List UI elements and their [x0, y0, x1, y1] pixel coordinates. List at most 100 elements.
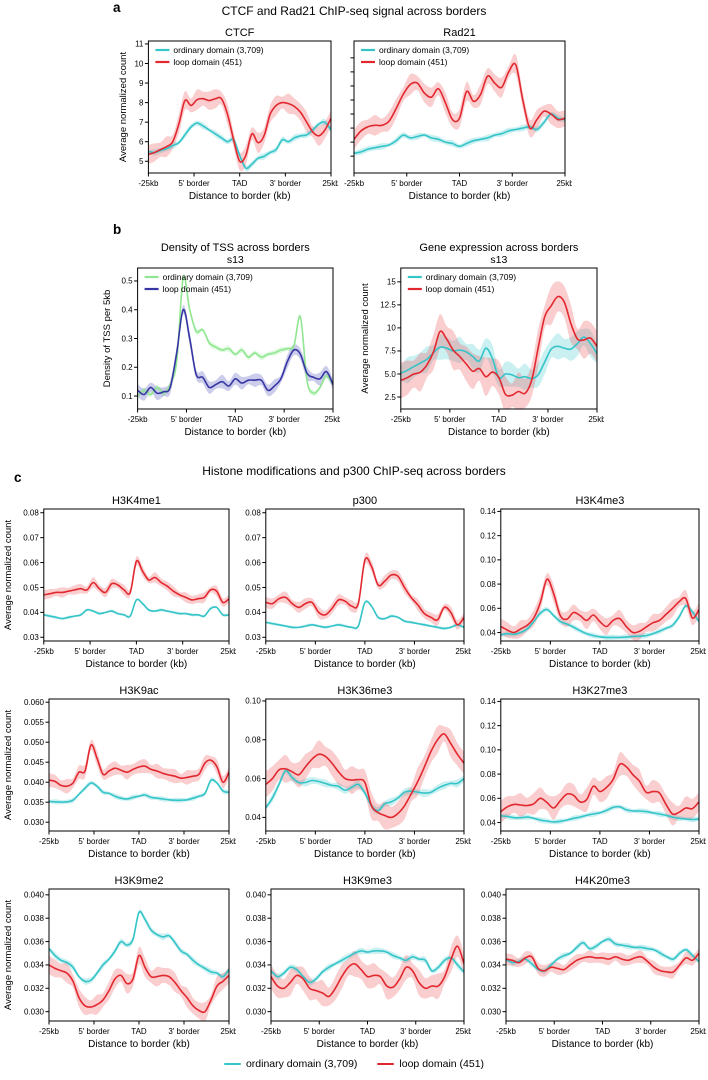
svg-text:0.03: 0.03: [23, 633, 39, 642]
y-axis-label: Average normalized count: [3, 900, 14, 1011]
svg-text:25kb: 25kb: [690, 837, 706, 846]
chart-svg: -25kb 5' border TAD 3' border 25kb Distance t…: [344, 27, 574, 202]
y-axis: 0.03 0.04 0.05 0.06 0.07 0.08: [245, 509, 266, 642]
x-axis: -25kb 5' border TAD 3' border 25kb: [344, 173, 574, 188]
svg-text:-25kb: -25kb: [256, 837, 277, 846]
svg-text:-25kb: -25kb: [138, 179, 159, 188]
svg-text:25kb: 25kb: [324, 415, 340, 424]
confidence-band: [506, 936, 699, 974]
plot-area: [43, 555, 229, 620]
y-axis: 5 6 7 8 9 10 11: [134, 40, 149, 166]
y-axis-label: Average normalized count: [118, 52, 129, 163]
series-line: [43, 559, 229, 604]
svg-text:0.036: 0.036: [246, 937, 267, 946]
svg-text:TAD: TAD: [228, 415, 244, 424]
x-axis: -25kb 5' border TAD 3' border 25kb: [39, 831, 238, 846]
x-axis-label: Distance to border (kb): [552, 1039, 654, 1050]
chart-legend: ordinary domain (3,709) loop domain (451): [155, 45, 264, 67]
svg-text:0.035: 0.035: [24, 798, 45, 807]
chart-ctcf: 5 6 7 8 9 10 11 -25kb 5' border TAD 3' border 25kb D…: [116, 24, 340, 210]
svg-text:5' border: 5' border: [178, 179, 210, 188]
svg-text:3' border: 3' border: [400, 1027, 432, 1036]
y-axis-label: Density of TSS per 5kb: [102, 290, 113, 388]
plot-area: [49, 739, 229, 805]
confidence-band: [506, 948, 699, 979]
svg-text:TAD: TAD: [491, 415, 507, 424]
x-axis: -25kb 5' border TAD 3' border 25kb: [39, 1021, 238, 1036]
series-line: [148, 96, 332, 163]
series-line: [506, 952, 699, 974]
svg-text:0.040: 0.040: [24, 891, 45, 900]
chart-svg: 0.030 0.032 0.034 0.036 0.038 0.040 -25kb 5' bo…: [246, 875, 473, 1050]
series-line: [49, 778, 229, 804]
svg-text:0.10: 0.10: [480, 556, 496, 565]
svg-text:25kb: 25kb: [220, 1027, 236, 1036]
svg-text:12.5: 12.5: [380, 301, 396, 310]
chart-legend: ordinary domain (3,709) loop domain (451): [144, 272, 253, 294]
series-line: [148, 121, 332, 170]
svg-text:TAD: TAD: [595, 1027, 611, 1036]
y-axis-label: Average normalized count: [3, 710, 14, 821]
chart-rad21: -25kb 5' border TAD 3' border 25kb Distance t…: [344, 24, 574, 210]
plot-area: [500, 573, 699, 641]
y-axis: 0.030 0.035 0.040 0.045 0.050 0.055 0.060: [24, 698, 49, 827]
chart-title: H3K4me3: [575, 495, 624, 507]
chart-svg: 0.1 0.2 0.3 0.4 0.5 -25kb 5' border TAD 3' borde…: [102, 242, 342, 438]
chart-h3k4me3: 0.04 0.06 0.08 0.10 0.12 0.14 -25kb 5' border TA…: [471, 492, 708, 678]
series-line: [271, 945, 464, 998]
chart-h3k9me3: 0.030 0.032 0.034 0.036 0.038 0.040 -25kb 5' bo…: [236, 872, 473, 1058]
axes-frame: [43, 508, 230, 642]
svg-text:0.038: 0.038: [246, 914, 267, 923]
svg-text:25kb: 25kb: [588, 415, 604, 424]
svg-text:6: 6: [139, 138, 144, 147]
plot-area: [354, 53, 565, 156]
svg-text:0.12: 0.12: [480, 531, 496, 540]
svg-text:TAD: TAD: [131, 837, 147, 846]
confidence-band: [43, 598, 229, 620]
x-axis-label: Distance to border (kb): [409, 191, 511, 202]
svg-text:5' border: 5' border: [300, 647, 332, 656]
svg-text:0.06: 0.06: [480, 794, 496, 803]
svg-text:10: 10: [134, 59, 143, 68]
x-axis-label: Distance to border (kb): [184, 427, 286, 438]
x-axis-label: Distance to border (kb): [88, 849, 190, 860]
y-axis: [350, 57, 354, 157]
plot-area: [400, 281, 597, 409]
svg-text:0.08: 0.08: [245, 509, 261, 518]
confidence-band: [148, 89, 331, 172]
svg-text:0.08: 0.08: [480, 580, 496, 589]
chart-title: H3K4me1: [112, 495, 161, 507]
svg-text:0.060: 0.060: [24, 698, 45, 707]
svg-text:5' border: 5' border: [300, 837, 332, 846]
x-axis-label: Distance to border (kb): [314, 659, 416, 670]
chart-svg: 0.030 0.032 0.034 0.036 0.038 0.040 -25kb 5' bo…: [481, 875, 708, 1050]
svg-text:ordinary domain (3,709): ordinary domain (3,709): [379, 45, 469, 55]
svg-text:9: 9: [139, 79, 144, 88]
x-axis-label: Distance to border (kb): [448, 427, 550, 438]
svg-text:loop domain (451): loop domain (451): [163, 284, 232, 294]
confidence-band: [354, 53, 565, 149]
svg-text:3' border: 3' border: [532, 415, 564, 424]
svg-text:0.04: 0.04: [23, 608, 39, 617]
svg-text:-25kb: -25kb: [261, 1027, 282, 1036]
y-axis: 0.030 0.032 0.034 0.036 0.038 0.040: [24, 891, 49, 1016]
svg-text:0.038: 0.038: [481, 914, 502, 923]
svg-text:0.055: 0.055: [24, 718, 45, 727]
series-line: [49, 910, 229, 983]
plot-area: [137, 274, 333, 401]
svg-text:0.5: 0.5: [121, 277, 133, 286]
series-line: [500, 805, 699, 823]
svg-text:TAD: TAD: [232, 179, 248, 188]
svg-text:0.1: 0.1: [121, 392, 133, 401]
svg-text:loop domain (451): loop domain (451): [426, 284, 495, 294]
series-line: [265, 557, 464, 626]
svg-text:loop domain (451): loop domain (451): [173, 57, 242, 67]
chart-svg: 2.5 5.0 7.5 10 12.5 15 -25kb 5' border TAD 3' bor…: [360, 242, 606, 438]
svg-text:0.034: 0.034: [24, 961, 45, 970]
svg-text:25kb: 25kb: [220, 837, 236, 846]
svg-text:25kb: 25kb: [322, 179, 338, 188]
y-axis: 0.1 0.2 0.3 0.4 0.5: [121, 277, 138, 401]
chart-p300: 0.03 0.04 0.05 0.06 0.07 0.08 -25kb 5' border TA…: [236, 492, 473, 678]
svg-text:0.030: 0.030: [24, 818, 45, 827]
svg-text:5' border: 5' border: [78, 1027, 110, 1036]
